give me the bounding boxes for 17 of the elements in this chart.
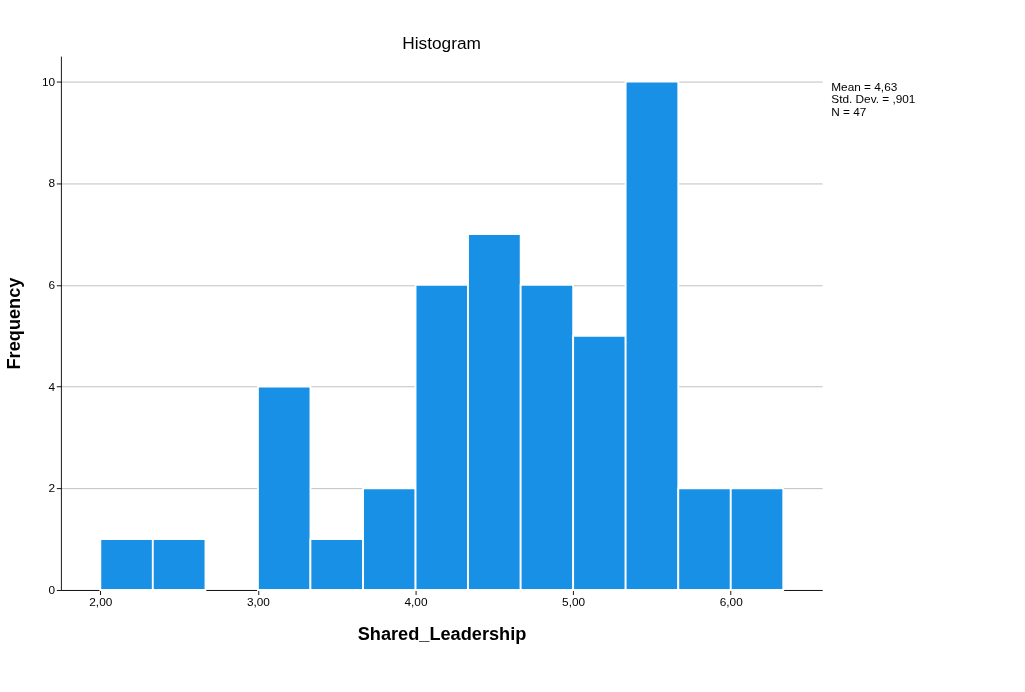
x-tick-label: 6,00 <box>719 594 744 609</box>
x-tick-label: 2,00 <box>89 594 113 609</box>
x-tick-label: 5,00 <box>562 594 586 609</box>
y-tick-label: 8 <box>48 176 56 191</box>
x-tick-label: 4,00 <box>404 594 428 609</box>
text: Std. Dev. = ,901 <box>831 92 916 107</box>
chart-title: Histogram <box>402 32 481 53</box>
y-tick-label: 4 <box>48 379 56 394</box>
y-tick-label: 6 <box>48 278 56 293</box>
text: N = 47 <box>831 105 867 120</box>
y-tick-label: 2 <box>48 481 56 496</box>
y-tick-label: 10 <box>41 74 56 89</box>
y-axis-title: Frequency <box>4 276 25 370</box>
text: Mean = 4,63 <box>831 79 898 94</box>
y-tick-label: 0 <box>48 583 56 598</box>
x-tick-label: 3,00 <box>246 594 271 609</box>
x-axis-title: Shared_Leadership <box>357 623 527 644</box>
